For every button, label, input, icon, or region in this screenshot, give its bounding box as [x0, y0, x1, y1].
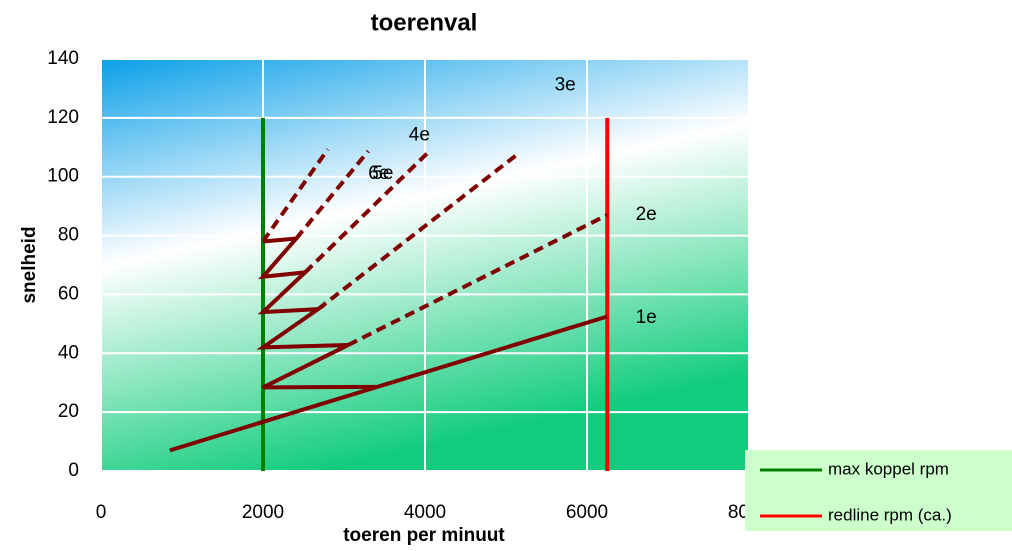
series [169, 117, 610, 471]
y-tick-label: 140 [47, 48, 79, 69]
x-tick-label: 2000 [242, 502, 284, 523]
series-line [169, 314, 608, 453]
series-line [294, 149, 370, 240]
x-tick-label: 0 [96, 502, 107, 523]
legend: max koppel rpm redline rpm (ca.) [745, 450, 1012, 531]
chart-title: toerenval [371, 9, 478, 36]
y-axis-label: snelheid [19, 226, 40, 303]
series-line [261, 148, 330, 243]
legend-label: max koppel rpm [828, 459, 949, 478]
annotation: 3e [555, 75, 576, 96]
series-line [347, 213, 609, 347]
y-tick-label: 0 [68, 460, 79, 481]
annotation: 1e [636, 307, 657, 328]
y-tick-label: 60 [58, 283, 79, 304]
legend-label: redline rpm (ca.) [828, 505, 952, 524]
annotation: 6e [368, 163, 389, 184]
x-axis-label: toeren per minuut [343, 525, 505, 546]
x-tick-label: 4000 [404, 502, 446, 523]
annotation: 5e [372, 163, 393, 184]
y-tick-label: 120 [47, 107, 79, 128]
y-tick-label: 40 [58, 342, 79, 363]
y-tick-label: 100 [47, 166, 79, 187]
y-tick-label: 80 [58, 225, 79, 246]
series-line [316, 152, 519, 311]
y-tick-label: 20 [58, 401, 79, 422]
annotation: 4e [409, 125, 430, 146]
series-line [256, 236, 377, 390]
series-line [303, 150, 430, 274]
x-tick-label: 6000 [566, 502, 608, 523]
annotation: 2e [636, 204, 657, 225]
